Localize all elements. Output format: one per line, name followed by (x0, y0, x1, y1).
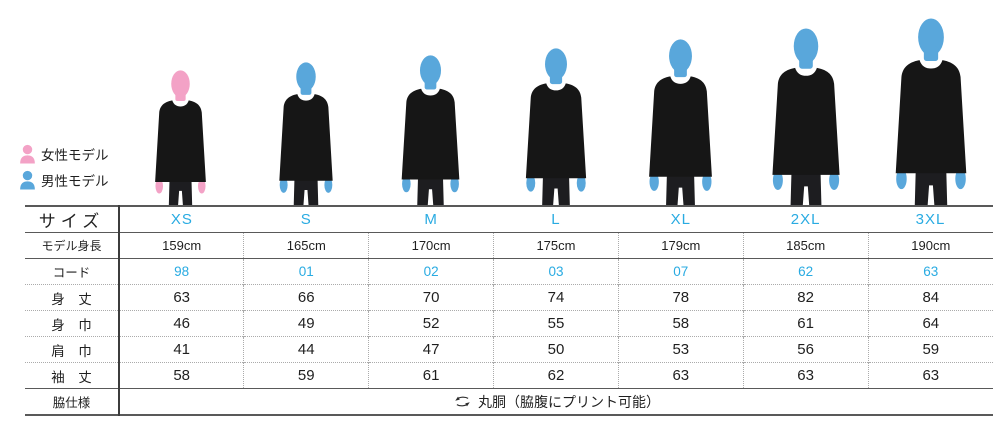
size-col-l: L (551, 211, 561, 228)
cell-body-length-2: 70 (368, 284, 494, 311)
cell-code-3: 03 (493, 258, 619, 285)
size-col-3xl: 3XL (915, 211, 946, 228)
row-label-side-spec: 脇仕様 (25, 388, 120, 415)
model-figure-xs (151, 70, 210, 205)
cell-body-length-4: 78 (617, 284, 744, 311)
cell-body-length-6: 84 (867, 284, 993, 311)
cell-body-width-1: 49 (243, 310, 369, 337)
cell-body-length-1: 66 (243, 284, 369, 311)
cell-shoulder-width-5: 56 (742, 336, 869, 363)
row-label-shoulder-width: 肩 巾 (25, 336, 120, 363)
row-body-length: 身 丈 63 66 70 74 78 82 84 (25, 284, 993, 311)
row-label-body-width: 身 巾 (25, 310, 120, 337)
cell-sleeve-length-1: 59 (243, 362, 369, 389)
row-code: コード 98 01 02 03 07 62 63 (25, 258, 993, 285)
row-body-width: 身 巾 46 49 52 55 58 61 64 (25, 310, 993, 337)
row-label-model-height: モデル身長 (25, 232, 120, 259)
cell-sleeve-length-4: 63 (617, 362, 744, 389)
cell-code-0: 98 (119, 258, 244, 285)
cell-model-height-4: 179cm (617, 232, 744, 259)
cell-model-height-3: 175cm (493, 232, 619, 259)
model-legend: 女性モデル 男性モデル (19, 141, 109, 193)
size-col-2xl: 2XL (790, 211, 821, 228)
row-label-sleeve-length: 袖 丈 (25, 362, 120, 389)
size-header-label: サイズ (25, 206, 120, 233)
size-spec-table: サイズ XS S M L XL 2XL 3XL モデル身長 159cm 165cm 170cm 175c… (25, 205, 993, 416)
cell-model-height-1: 165cm (243, 232, 369, 259)
cell-model-height-0: 159cm (119, 232, 244, 259)
male-model-icon (19, 170, 36, 190)
cell-body-width-3: 55 (493, 310, 619, 337)
model-figure-s (275, 62, 337, 205)
size-col-m: M (424, 211, 438, 228)
legend-female-label: 女性モデル (41, 148, 109, 163)
cell-code-6: 63 (867, 258, 993, 285)
row-label-code: コード (25, 258, 120, 285)
cell-model-height-6: 190cm (867, 232, 993, 259)
cell-shoulder-width-2: 47 (368, 336, 494, 363)
cell-shoulder-width-3: 50 (493, 336, 619, 363)
cell-code-2: 02 (368, 258, 494, 285)
cell-sleeve-length-2: 61 (368, 362, 494, 389)
cell-body-length-0: 63 (119, 284, 244, 311)
legend-item-male: 男性モデル (19, 167, 109, 193)
row-side-spec: 脇仕様 丸胴（脇腹にプリント可能） (25, 388, 993, 415)
cell-model-height-5: 185cm (742, 232, 869, 259)
size-header-row: サイズ XS S M L XL 2XL 3XL (25, 206, 993, 233)
female-model-icon (19, 144, 36, 164)
cell-body-length-3: 74 (493, 284, 619, 311)
row-sleeve-length: 袖 丈 58 59 61 62 63 63 63 (25, 362, 993, 389)
model-figure-m (397, 55, 464, 205)
cell-body-width-0: 46 (119, 310, 244, 337)
side-spec-text: 丸胴（脇腹にプリント可能） (478, 393, 660, 410)
cell-body-width-4: 58 (617, 310, 744, 337)
cell-sleeve-length-6: 63 (867, 362, 993, 389)
cell-sleeve-length-0: 58 (119, 362, 244, 389)
row-label-body-length: 身 丈 (25, 284, 120, 311)
size-col-s: S (300, 211, 312, 228)
cell-shoulder-width-6: 59 (867, 336, 993, 363)
model-figure-xl (644, 39, 717, 205)
cell-shoulder-width-4: 53 (617, 336, 744, 363)
cell-code-1: 01 (243, 258, 369, 285)
cell-sleeve-length-5: 63 (742, 362, 869, 389)
side-spec-value-cell: 丸胴（脇腹にプリント可能） (119, 388, 993, 415)
row-model-height: モデル身長 159cm 165cm 170cm 175cm 179cm 185cm 190cm (25, 232, 993, 259)
cell-code-4: 07 (617, 258, 744, 285)
rotate-icon (455, 396, 470, 407)
model-figure-l (521, 48, 591, 205)
size-col-xl: XL (670, 211, 691, 228)
size-col-xs: XS (170, 211, 193, 228)
cell-body-width-5: 61 (742, 310, 869, 337)
cell-sleeve-length-3: 62 (493, 362, 619, 389)
cell-body-width-2: 52 (368, 310, 494, 337)
cell-body-length-5: 82 (742, 284, 869, 311)
model-figure-2xl (767, 28, 845, 205)
cell-code-5: 62 (742, 258, 869, 285)
legend-item-female: 女性モデル (19, 141, 109, 167)
row-shoulder-width: 肩 巾 41 44 47 50 53 56 59 (25, 336, 993, 363)
cell-shoulder-width-0: 41 (119, 336, 244, 363)
cell-model-height-2: 170cm (368, 232, 494, 259)
cell-body-width-6: 64 (867, 310, 993, 337)
model-figure-3xl (890, 18, 972, 205)
cell-shoulder-width-1: 44 (243, 336, 369, 363)
legend-male-label: 男性モデル (41, 174, 109, 189)
side-spec-value: 丸胴（脇腹にプリント可能） (453, 392, 660, 412)
